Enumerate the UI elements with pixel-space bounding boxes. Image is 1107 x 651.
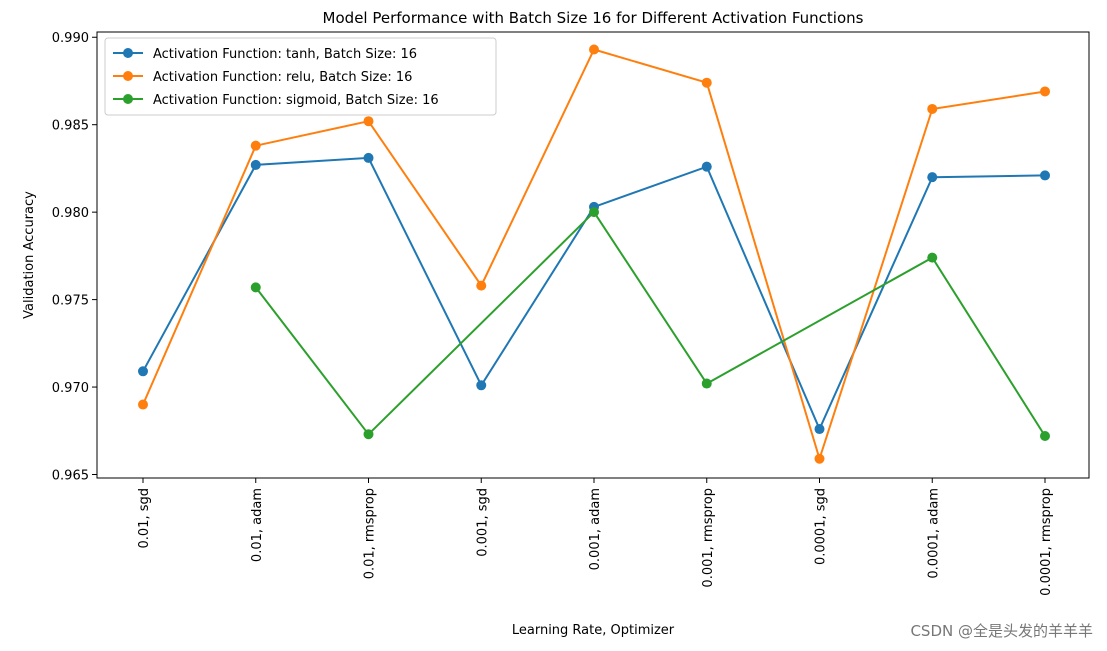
y-tick-label: 0.975 bbox=[52, 294, 89, 309]
data-point bbox=[927, 172, 938, 183]
x-tick-label: 0.01, sgd bbox=[137, 488, 152, 549]
data-point bbox=[363, 152, 374, 163]
x-tick-label: 0.01, rmsprop bbox=[363, 488, 378, 579]
x-axis-label: Learning Rate, Optimizer bbox=[512, 623, 675, 638]
data-point bbox=[927, 252, 938, 263]
data-point bbox=[701, 378, 712, 389]
data-point bbox=[814, 424, 825, 435]
data-point bbox=[476, 280, 487, 291]
legend-swatch-marker bbox=[123, 71, 133, 81]
data-point bbox=[701, 161, 712, 172]
x-tick-label: 0.0001, rmsprop bbox=[1039, 488, 1054, 596]
x-tick-label: 0.0001, adam bbox=[926, 488, 941, 579]
data-point bbox=[589, 207, 599, 218]
data-point bbox=[250, 140, 261, 151]
data-point bbox=[363, 429, 374, 440]
data-point bbox=[1040, 431, 1050, 442]
y-tick-label: 0.990 bbox=[52, 31, 89, 46]
series-line bbox=[255, 210, 1046, 437]
x-axis: 0.01, sgd 0.01, adam 0.01, rmsprop 0.001, s… bbox=[137, 478, 1054, 596]
data-point bbox=[589, 44, 599, 55]
data-point bbox=[250, 159, 261, 170]
data-point bbox=[1040, 170, 1050, 181]
x-tick-label: 0.01, adam bbox=[250, 488, 265, 562]
legend-entry: Activation Function: sigmoid, Batch Size… bbox=[153, 93, 439, 108]
legend-swatch-marker bbox=[123, 94, 133, 104]
x-tick-label: 0.0001, sgd bbox=[814, 488, 829, 565]
legend-box bbox=[104, 37, 497, 116]
series-line bbox=[142, 156, 1046, 432]
series-1 bbox=[138, 44, 1050, 464]
data-point bbox=[250, 282, 261, 293]
watermark: CSDN @全是头发的羊羊羊 bbox=[910, 622, 1093, 640]
y-tick-label: 0.965 bbox=[52, 469, 89, 484]
legend: Activation Function: tanh, Batch Size: 1… bbox=[104, 37, 497, 116]
x-tick-label: 0.001, sgd bbox=[475, 488, 490, 557]
data-point bbox=[363, 116, 374, 127]
data-point bbox=[927, 103, 938, 114]
y-tick-label: 0.970 bbox=[52, 381, 89, 396]
data-point bbox=[701, 77, 712, 88]
series-2 bbox=[250, 207, 1050, 442]
data-point bbox=[814, 453, 825, 464]
plot-area bbox=[96, 31, 1090, 479]
y-tick-label: 0.980 bbox=[52, 206, 89, 221]
data-point bbox=[138, 399, 148, 410]
series-lines bbox=[138, 44, 1050, 464]
x-tick-label: 0.001, rmsprop bbox=[701, 488, 716, 588]
y-tick-label: 0.985 bbox=[52, 119, 89, 134]
legend-swatch-marker bbox=[123, 48, 133, 58]
data-point bbox=[476, 380, 487, 391]
y-axis: 0.965 0.970 0.975 0.980 0.985 0.990 bbox=[52, 31, 97, 484]
data-point bbox=[138, 366, 148, 377]
series-0 bbox=[138, 152, 1050, 435]
chart-title: Model Performance with Batch Size 16 for… bbox=[323, 9, 864, 27]
legend-entry: Activation Function: relu, Batch Size: 1… bbox=[153, 70, 412, 85]
legend-entry: Activation Function: tanh, Batch Size: 1… bbox=[153, 47, 417, 62]
x-tick-label: 0.001, adam bbox=[588, 488, 603, 570]
data-point bbox=[1040, 86, 1050, 97]
y-axis-label: Validation Accuracy bbox=[22, 191, 37, 319]
